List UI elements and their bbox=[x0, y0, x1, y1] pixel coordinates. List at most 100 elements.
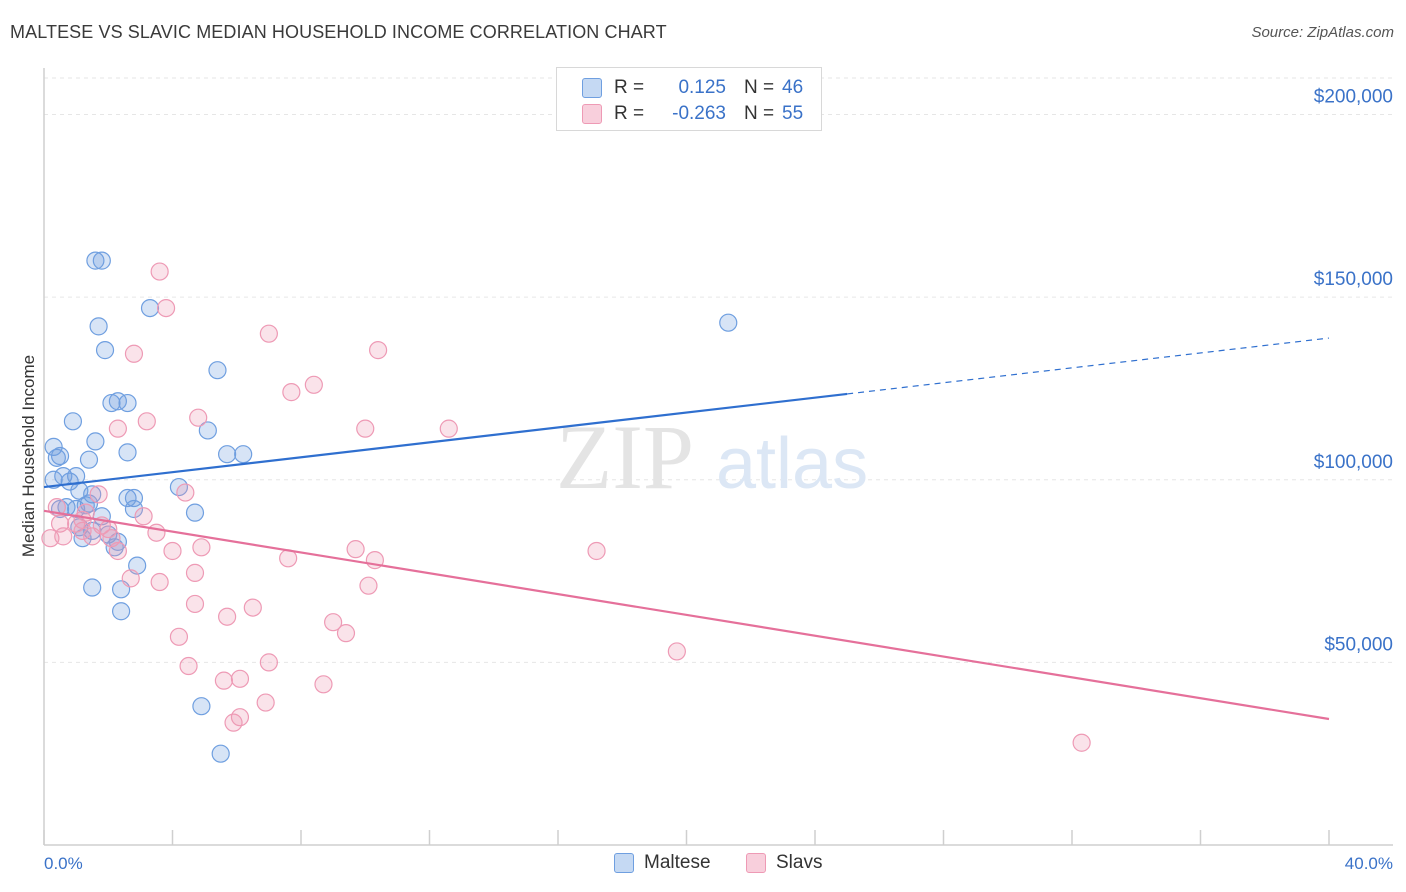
maltese-point bbox=[76, 496, 95, 515]
slavs-point bbox=[169, 627, 189, 646]
maltese-swatch bbox=[582, 78, 602, 98]
maltese-point bbox=[60, 472, 79, 491]
chart-title: MALTESE VS SLAVIC MEDIAN HOUSEHOLD INCOM… bbox=[10, 22, 667, 42]
slavs-swatch bbox=[582, 104, 602, 124]
slavs-point bbox=[439, 419, 458, 438]
n-value: 55 bbox=[782, 103, 804, 124]
maltese-point bbox=[86, 251, 105, 270]
slavs-point bbox=[214, 671, 233, 690]
legend-item-slavs: Slavs bbox=[746, 852, 822, 874]
maltese-point bbox=[47, 448, 66, 467]
slavs-point bbox=[218, 607, 237, 626]
slavs-trend-line bbox=[43, 509, 1330, 721]
slavs-point bbox=[667, 642, 686, 661]
maltese-point bbox=[44, 437, 63, 456]
slavs-point bbox=[83, 527, 102, 546]
y-tick-label: $150,000 bbox=[1314, 269, 1393, 290]
slavs-point bbox=[89, 485, 108, 504]
slavs-legend-label: Slavs bbox=[776, 852, 823, 873]
slavs-point bbox=[134, 507, 153, 526]
maltese-point bbox=[63, 412, 83, 431]
maltese-point bbox=[118, 443, 137, 462]
slavs-legend-swatch bbox=[746, 853, 766, 873]
y-tick-label: $200,000 bbox=[1314, 87, 1393, 108]
watermark-atlas: atlas bbox=[716, 424, 868, 504]
slavs-point bbox=[179, 656, 198, 676]
y-axis-label: Median Household Income bbox=[19, 355, 38, 557]
n-label: N = bbox=[744, 103, 775, 124]
y-tick-label: $100,000 bbox=[1314, 452, 1393, 473]
slavs-point bbox=[124, 344, 144, 363]
slavs-point bbox=[189, 408, 208, 427]
maltese-legend-swatch bbox=[614, 853, 634, 873]
grid-lines bbox=[44, 77, 1393, 663]
slavs-point bbox=[192, 538, 211, 557]
legend-item-maltese: Maltese bbox=[614, 852, 711, 874]
slavs-point bbox=[150, 262, 169, 281]
slavs-point bbox=[185, 594, 205, 614]
maltese-point bbox=[140, 299, 160, 318]
maltese-trend-line bbox=[43, 392, 848, 489]
correlation-legend: R = 0.125 N = 46 R = -0.263 N = 55 bbox=[556, 67, 822, 131]
maltese-point bbox=[92, 251, 111, 270]
slavs-point bbox=[256, 693, 275, 712]
maltese-point bbox=[124, 499, 144, 519]
slavs-point bbox=[314, 675, 333, 694]
slavs-point bbox=[156, 299, 176, 318]
slavs-point bbox=[336, 624, 356, 643]
source-label: Source: ZipAtlas.com bbox=[1251, 24, 1394, 41]
maltese-point bbox=[208, 361, 227, 380]
x-tick-label-min: 0.0% bbox=[44, 854, 83, 873]
slavs-point bbox=[346, 540, 365, 559]
slavs-point bbox=[282, 383, 301, 402]
maltese-point bbox=[89, 317, 108, 336]
maltese-point bbox=[79, 450, 99, 469]
maltese-point bbox=[218, 445, 237, 464]
y-tick-label: $50,000 bbox=[1324, 634, 1393, 655]
legend-row-slavs: R = -0.263 N = 55 bbox=[582, 102, 803, 126]
watermark: ZIP atlas bbox=[556, 406, 868, 508]
r-value: 0.125 bbox=[678, 77, 726, 98]
slavs-point bbox=[147, 523, 166, 542]
maltese-point bbox=[192, 697, 211, 716]
maltese-point bbox=[83, 578, 102, 597]
maltese-point bbox=[102, 393, 121, 413]
maltese-trend-extension bbox=[847, 337, 1330, 395]
r-label: R = bbox=[614, 103, 645, 124]
slavs-point bbox=[259, 324, 278, 343]
trend-lines bbox=[43, 337, 1330, 721]
maltese-point bbox=[118, 488, 137, 508]
slavs-point bbox=[73, 521, 92, 540]
slavs-point bbox=[324, 613, 343, 632]
maltese-point bbox=[50, 446, 70, 466]
maltese-point bbox=[67, 499, 86, 519]
slavs-point bbox=[230, 669, 250, 688]
slavs-point bbox=[163, 541, 182, 561]
maltese-point bbox=[95, 341, 115, 360]
slavs-point bbox=[359, 576, 378, 595]
r-value: -0.263 bbox=[672, 103, 726, 124]
maltese-point bbox=[108, 392, 127, 411]
slavs-point bbox=[185, 563, 205, 582]
y-tick-labels: $50,000 $100,000 $150,000 $200,000 bbox=[1314, 87, 1393, 656]
slavs-point bbox=[137, 412, 156, 431]
slavs-point bbox=[41, 529, 60, 548]
slavs-point bbox=[304, 375, 323, 394]
maltese-point bbox=[185, 503, 205, 522]
maltese-legend-label: Maltese bbox=[644, 852, 711, 873]
slavs-point bbox=[108, 541, 127, 561]
x-tick-label-max: 40.0% bbox=[1345, 854, 1393, 873]
slavs-point bbox=[108, 419, 127, 438]
n-label: N = bbox=[744, 77, 775, 98]
x-ticks bbox=[43, 830, 1330, 845]
slavs-point bbox=[176, 483, 195, 502]
maltese-point bbox=[234, 445, 253, 464]
maltese-point bbox=[719, 313, 738, 332]
maltese-point bbox=[86, 432, 105, 451]
maltese-point bbox=[211, 744, 230, 763]
slavs-point bbox=[243, 598, 262, 617]
slavs-point bbox=[356, 419, 375, 438]
slavs-point bbox=[1072, 733, 1091, 752]
watermark-zip: ZIP bbox=[556, 406, 694, 508]
